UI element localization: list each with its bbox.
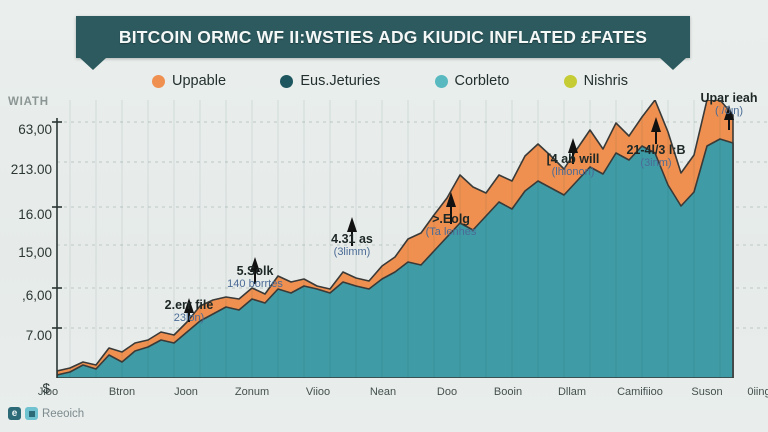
brand-square-icon xyxy=(25,407,38,420)
plot-area xyxy=(0,100,768,390)
x-tick-label: Suson xyxy=(691,386,723,398)
legend-swatch-icon xyxy=(434,74,448,88)
annotation-arrow-icon xyxy=(184,298,194,313)
y-tick-label: 15,00 xyxy=(18,245,52,260)
x-tick-label: Viioo xyxy=(305,386,331,398)
brand-mark-icon: e xyxy=(8,407,21,420)
x-tick-label: Zonum xyxy=(234,386,270,398)
y-tick-label: 16.00 xyxy=(18,207,52,222)
x-tick-label: Jioo xyxy=(37,386,59,398)
page-title: BITCOIN ORMC WF II:WSTIES ADG KIUDIC INF… xyxy=(118,26,648,47)
y-axis-currency-symbol: $ xyxy=(42,381,50,396)
legend-item-nishris[interactable]: Nishris xyxy=(563,73,628,89)
x-tick-label: Joon xyxy=(174,386,198,398)
title-banner: BITCOIN ORMC WF II:WSTIES ADG KIUDIC INF… xyxy=(76,16,690,58)
banner-tail-left xyxy=(80,58,106,70)
y-axis-title: WIATH xyxy=(8,96,49,108)
x-tick-label: Btron xyxy=(108,386,136,398)
y-tick-label: 213.00 xyxy=(10,162,52,177)
x-tick-label: Camifiioo xyxy=(617,386,663,398)
watermark-text: Reeoich xyxy=(42,407,85,420)
chart-legend: Uppable Eus.Jeturies Corbleto Nishris xyxy=(140,68,640,94)
annotation-arrows xyxy=(184,105,734,322)
y-tick-label: ,6,00 xyxy=(21,288,52,303)
series-area-corbleto xyxy=(57,138,734,378)
legend-swatch-icon xyxy=(152,74,165,88)
banner-tail-right xyxy=(660,58,686,70)
legend-item-uppable[interactable]: Uppable xyxy=(152,73,226,89)
watermark: e Reeoich xyxy=(8,407,84,420)
annotation-arrow-icon xyxy=(568,138,578,153)
legend-label: Nishris xyxy=(583,73,628,89)
annotation-arrow-icon xyxy=(724,105,734,120)
legend-label: Corbleto xyxy=(454,73,510,89)
x-tick-label: Nean xyxy=(369,386,397,398)
legend-label: Eus.Jeturies xyxy=(300,73,381,89)
annotation-arrow-icon xyxy=(651,117,661,132)
area-chart-svg xyxy=(52,100,768,378)
y-axis-ticks: 63,00 213.00 16.00 15,00 ,6,00 7.00 $ xyxy=(0,100,52,396)
legend-item-eusjeturies[interactable]: Eus.Jeturies xyxy=(280,73,380,89)
legend-label: Uppable xyxy=(172,73,227,89)
band-texture xyxy=(69,100,721,378)
annotation-arrow-icon xyxy=(446,192,456,207)
x-tick-label: Dllam xyxy=(557,386,587,398)
x-axis-ticks: Jioo Btron Joon Zonum Viioo Nean Doo Boo… xyxy=(0,386,768,408)
legend-item-corbleto[interactable]: Corbleto xyxy=(434,73,510,89)
annotation-arrow-icon xyxy=(347,217,357,232)
y-axis-tick-marks xyxy=(52,121,62,329)
annotation-arrow-icon xyxy=(250,257,260,272)
x-tick-label: Booin xyxy=(493,386,523,398)
x-tick-label: 0iing xyxy=(747,386,768,398)
legend-swatch-icon xyxy=(563,74,577,88)
legend-swatch-icon xyxy=(280,74,294,88)
x-tick-label: Doo xyxy=(436,386,458,398)
y-tick-label: 63,00 xyxy=(18,122,52,137)
y-tick-label: 7.00 xyxy=(25,328,52,343)
